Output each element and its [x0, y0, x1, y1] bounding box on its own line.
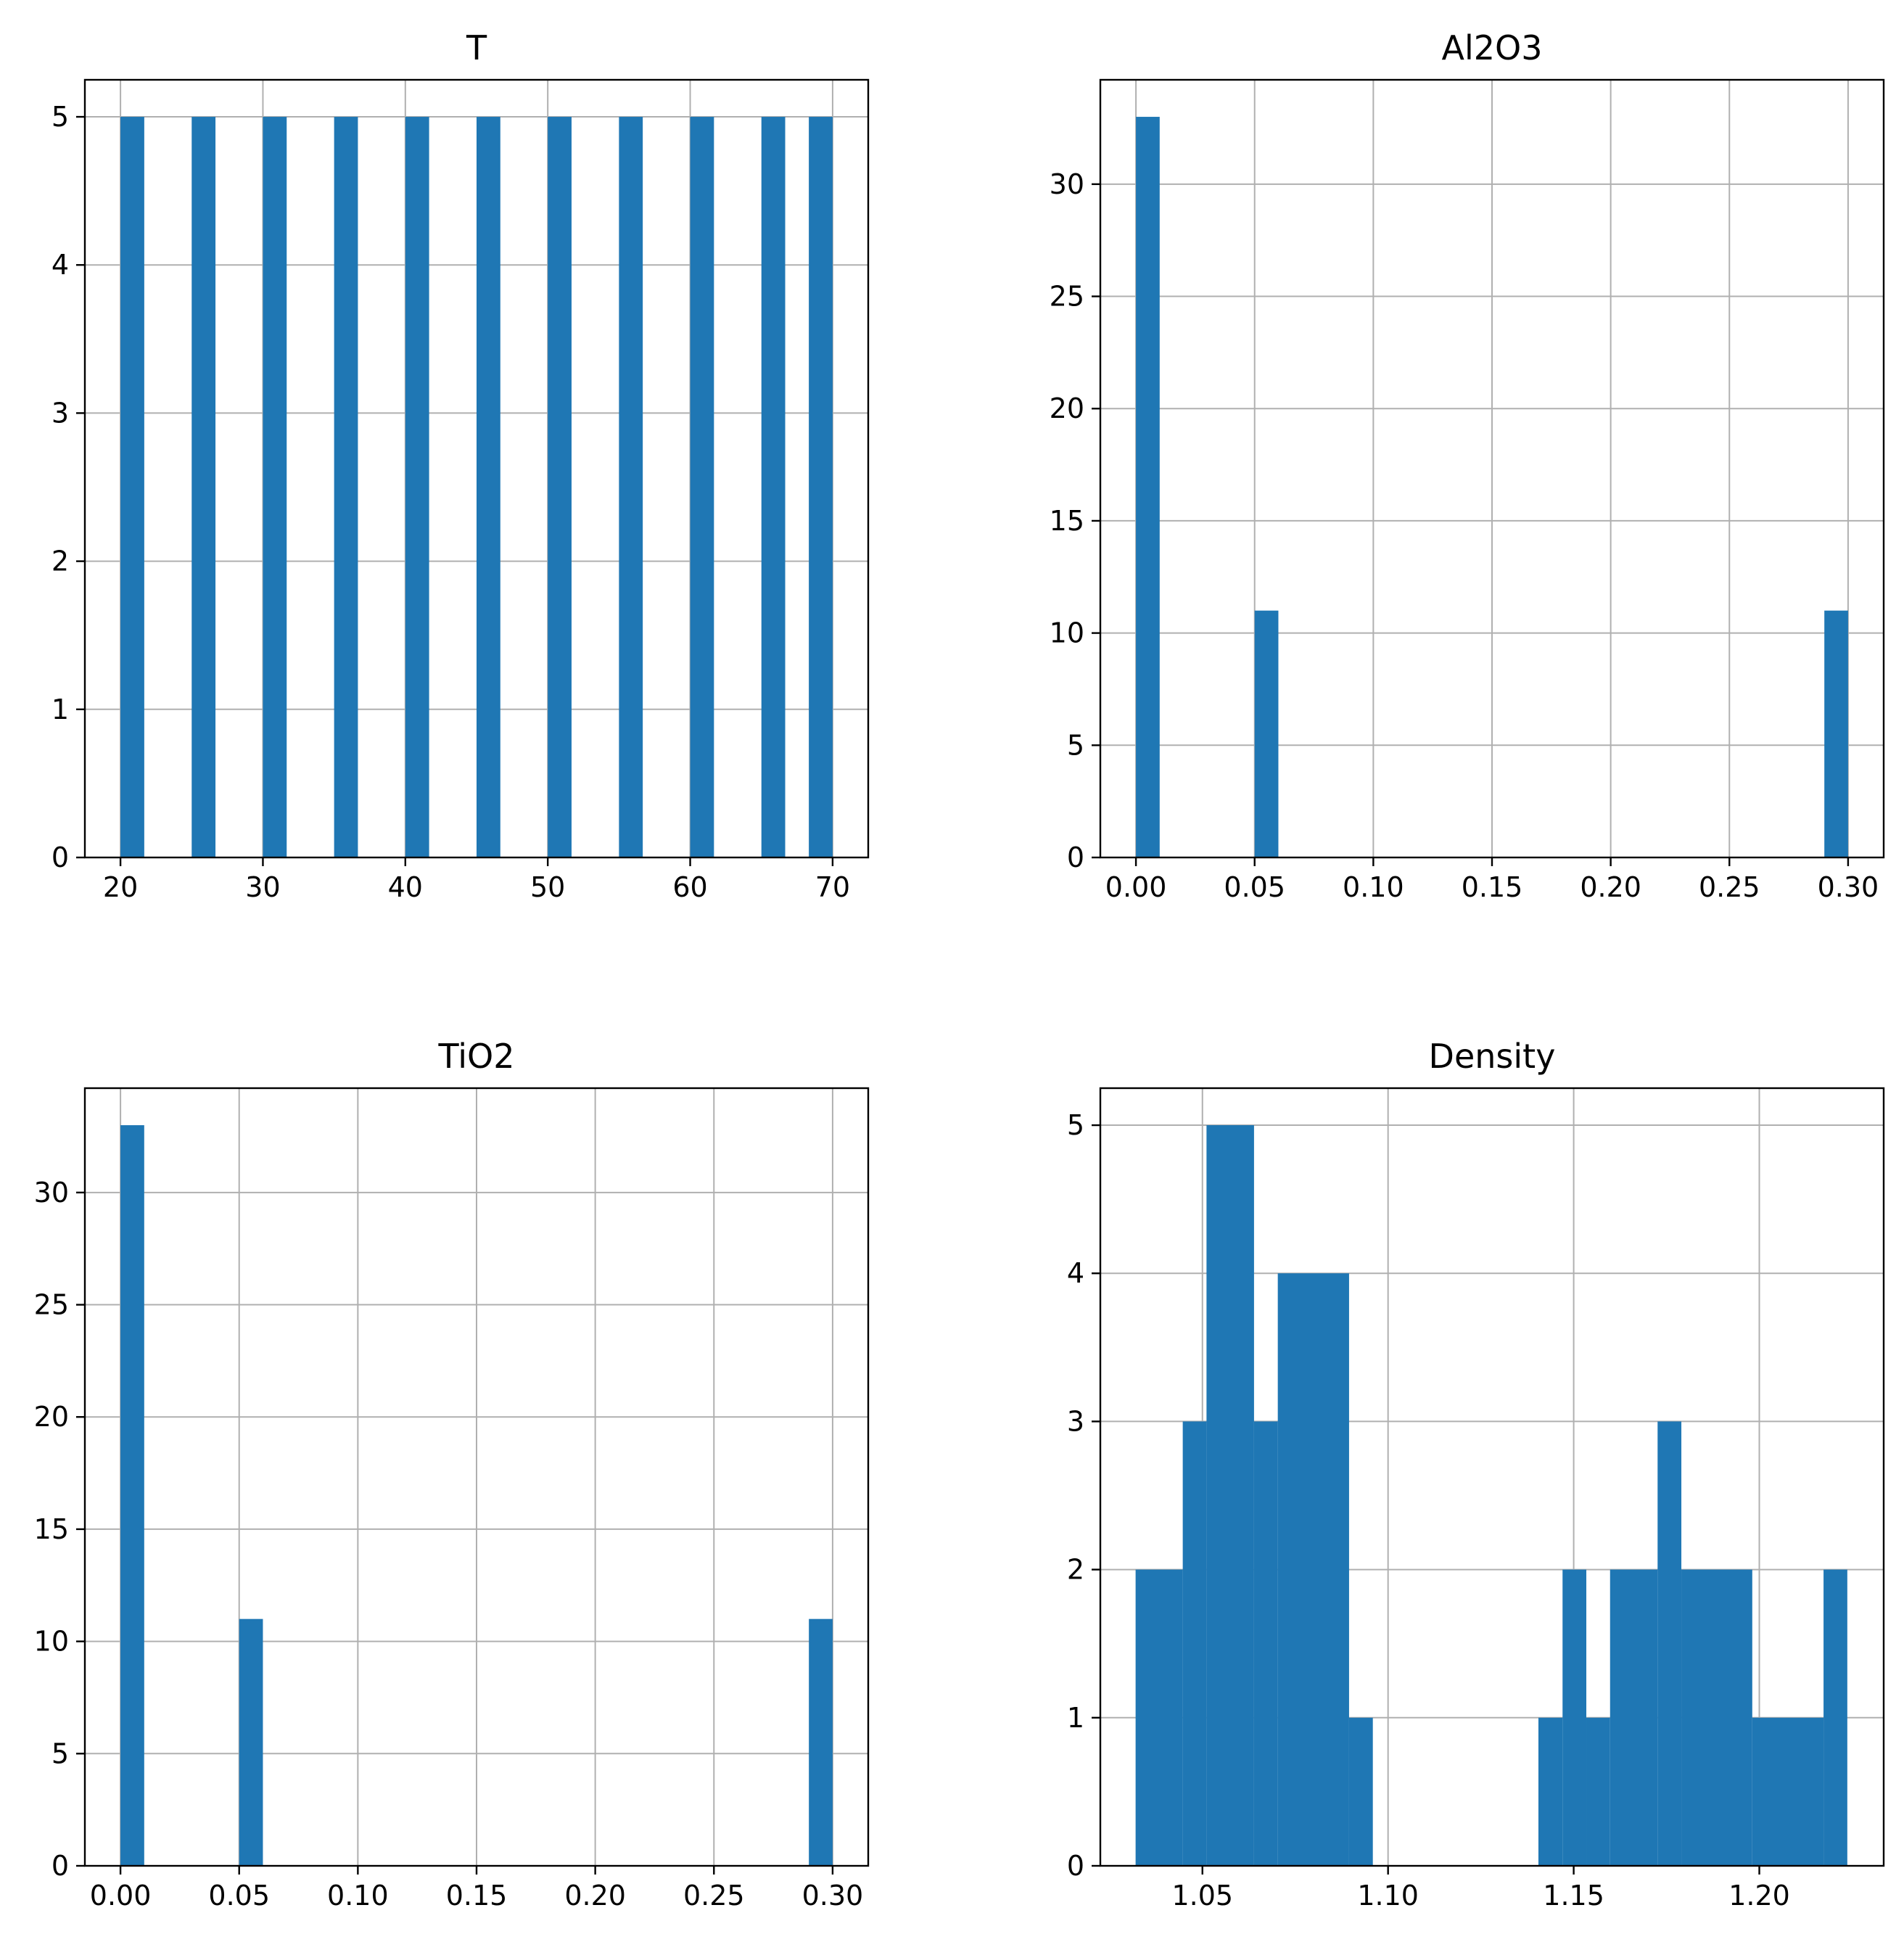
histogram-bar	[1135, 1569, 1183, 1866]
x-tick-label: 0.20	[1580, 871, 1641, 903]
x-tick-label: 1.20	[1728, 1880, 1790, 1912]
subplot-title: T	[466, 28, 487, 67]
histogram-bar	[619, 117, 643, 858]
y-tick-label: 15	[1050, 505, 1084, 537]
x-tick-label: 0.10	[1343, 871, 1404, 903]
x-tick-label: 40	[388, 871, 423, 903]
histogram-bar	[1823, 1569, 1847, 1866]
histogram-bar	[1681, 1569, 1752, 1866]
histogram-bar	[1253, 1421, 1278, 1866]
histogram-bar	[1538, 1717, 1563, 1866]
y-tick-label: 15	[34, 1513, 69, 1545]
x-tick-label: 0.05	[1224, 871, 1285, 903]
x-tick-label: 0.15	[1462, 871, 1523, 903]
axes-frame	[1099, 1087, 1885, 1867]
subplot-T: T 20 30 40 50 60 70 0 1 2 3 4 5	[51, 28, 870, 903]
x-tick-label: 0.30	[1818, 871, 1879, 903]
x-tick-label: 1.15	[1543, 1880, 1604, 1912]
histogram-bar	[334, 117, 358, 858]
histogram-bar	[191, 117, 216, 858]
histogram-bar	[1277, 1273, 1349, 1866]
y-tick-label: 0	[51, 1850, 69, 1882]
x-tick-label: 0.00	[90, 1880, 152, 1912]
y-tick-label: 5	[1067, 1109, 1084, 1141]
histogram-bar	[1824, 610, 1848, 857]
y-tick-label: 1	[1067, 1702, 1084, 1734]
histogram-bar	[1586, 1717, 1610, 1866]
y-tick-label: 2	[51, 546, 69, 577]
axes-frame	[83, 78, 870, 859]
subplot-Al2O3: Al2O3 0.00 0.05 0.10 0.15 0.20 0.25 0.30 0 5 10 15…	[1050, 28, 1885, 903]
histogram-bar	[477, 117, 500, 858]
histogram-bar	[1206, 1125, 1254, 1866]
x-tick-label: 60	[672, 871, 707, 903]
subplot-Density: Density 1.05 1.10 1.15 1.20 0 1 2 3 4 5	[1067, 1037, 1885, 1912]
y-tick-label: 5	[1067, 729, 1084, 761]
histogram-bar	[1657, 1421, 1682, 1866]
bars	[1136, 117, 1848, 858]
x-tick-label: 0.10	[327, 1880, 389, 1912]
bars	[120, 1125, 833, 1866]
y-tick-label: 3	[1067, 1405, 1084, 1437]
y-tick-label: 25	[1050, 281, 1084, 313]
x-tick-label: 0.15	[446, 1880, 508, 1912]
subplot-title: Density	[1429, 1037, 1556, 1076]
subplot-title: Al2O3	[1442, 28, 1543, 67]
histogram-bar	[1752, 1717, 1824, 1866]
histogram-bar	[809, 1618, 833, 1866]
y-tick-label: 4	[51, 249, 69, 281]
x-tick-label: 0.00	[1105, 871, 1167, 903]
x-tick-label: 0.25	[683, 1880, 745, 1912]
y-tick-label: 0	[1067, 1850, 1084, 1882]
y-tick-label: 3	[51, 397, 69, 429]
y-tick-label: 0	[1067, 842, 1084, 873]
x-tick-label: 0.25	[1699, 871, 1760, 903]
y-tick-label: 0	[51, 842, 69, 873]
histogram-bar	[405, 117, 429, 858]
histogram-bar	[1136, 117, 1160, 858]
x-tick-label: 50	[530, 871, 565, 903]
x-tick-label: 1.10	[1357, 1880, 1419, 1912]
y-tick-label: 25	[34, 1289, 69, 1321]
y-tick-label: 4	[1067, 1257, 1084, 1289]
histogram-bar	[120, 117, 144, 858]
y-tick-label: 5	[51, 101, 69, 133]
x-tick-label: 1.05	[1171, 1880, 1233, 1912]
histogram-bar	[809, 117, 833, 858]
histogram-bar	[120, 1125, 144, 1866]
histogram-bar	[548, 117, 572, 858]
x-tick-label: 0.30	[802, 1880, 864, 1912]
histogram-bar	[239, 1618, 263, 1866]
x-tick-label: 20	[103, 871, 138, 903]
histogram-bar	[1182, 1421, 1207, 1866]
x-tick-label: 30	[245, 871, 280, 903]
histogram-bar	[761, 117, 786, 858]
subplot-title: TiO2	[438, 1037, 515, 1076]
y-tick-label: 20	[34, 1401, 69, 1433]
x-tick-label: 70	[815, 871, 850, 903]
histogram-bar	[263, 117, 287, 858]
y-tick-label: 1	[51, 694, 69, 725]
histogram-bar	[1610, 1569, 1658, 1866]
y-tick-label: 30	[34, 1177, 69, 1209]
histogram-bar	[1254, 610, 1279, 857]
y-tick-label: 20	[1050, 392, 1084, 424]
y-tick-label: 5	[51, 1737, 69, 1769]
x-tick-label: 0.05	[208, 1880, 270, 1912]
y-tick-label: 2	[1067, 1554, 1084, 1586]
histogram-bar	[690, 117, 714, 858]
y-tick-label: 10	[34, 1626, 69, 1658]
x-tick-label: 0.20	[564, 1880, 626, 1912]
y-tick-label: 30	[1050, 168, 1084, 200]
subplot-TiO2: TiO2 0.00 0.05 0.10 0.15 0.20 0.25 0.30 0 5 10 15 2…	[34, 1037, 870, 1912]
histogram-bar	[1348, 1717, 1373, 1866]
bars	[1135, 1125, 1847, 1866]
bars	[120, 117, 833, 858]
histogram-bar	[1562, 1569, 1587, 1866]
y-tick-label: 10	[1050, 617, 1084, 649]
